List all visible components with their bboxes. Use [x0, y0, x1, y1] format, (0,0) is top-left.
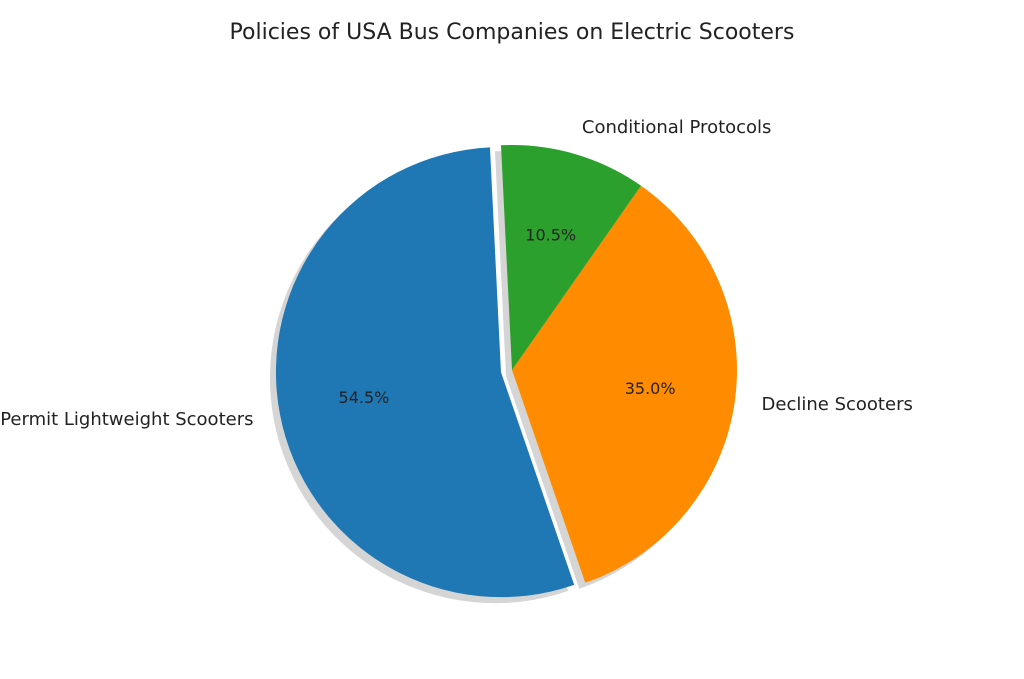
- chart-container: Policies of USA Bus Companies on Electri…: [0, 0, 1024, 679]
- pie-pct-permit: 54.5%: [339, 388, 390, 407]
- pie-pct-decline: 35.0%: [625, 379, 676, 398]
- pie-label-permit: Permit Lightweight Scooters: [0, 409, 253, 430]
- pie-label-conditional: Conditional Protocols: [582, 117, 772, 138]
- pie-chart: 35.0% 54.5% 10.5% Decline Scooters Permit Li…: [0, 0, 1024, 679]
- pie-pct-conditional: 10.5%: [525, 225, 576, 244]
- pie-label-decline: Decline Scooters: [762, 394, 913, 415]
